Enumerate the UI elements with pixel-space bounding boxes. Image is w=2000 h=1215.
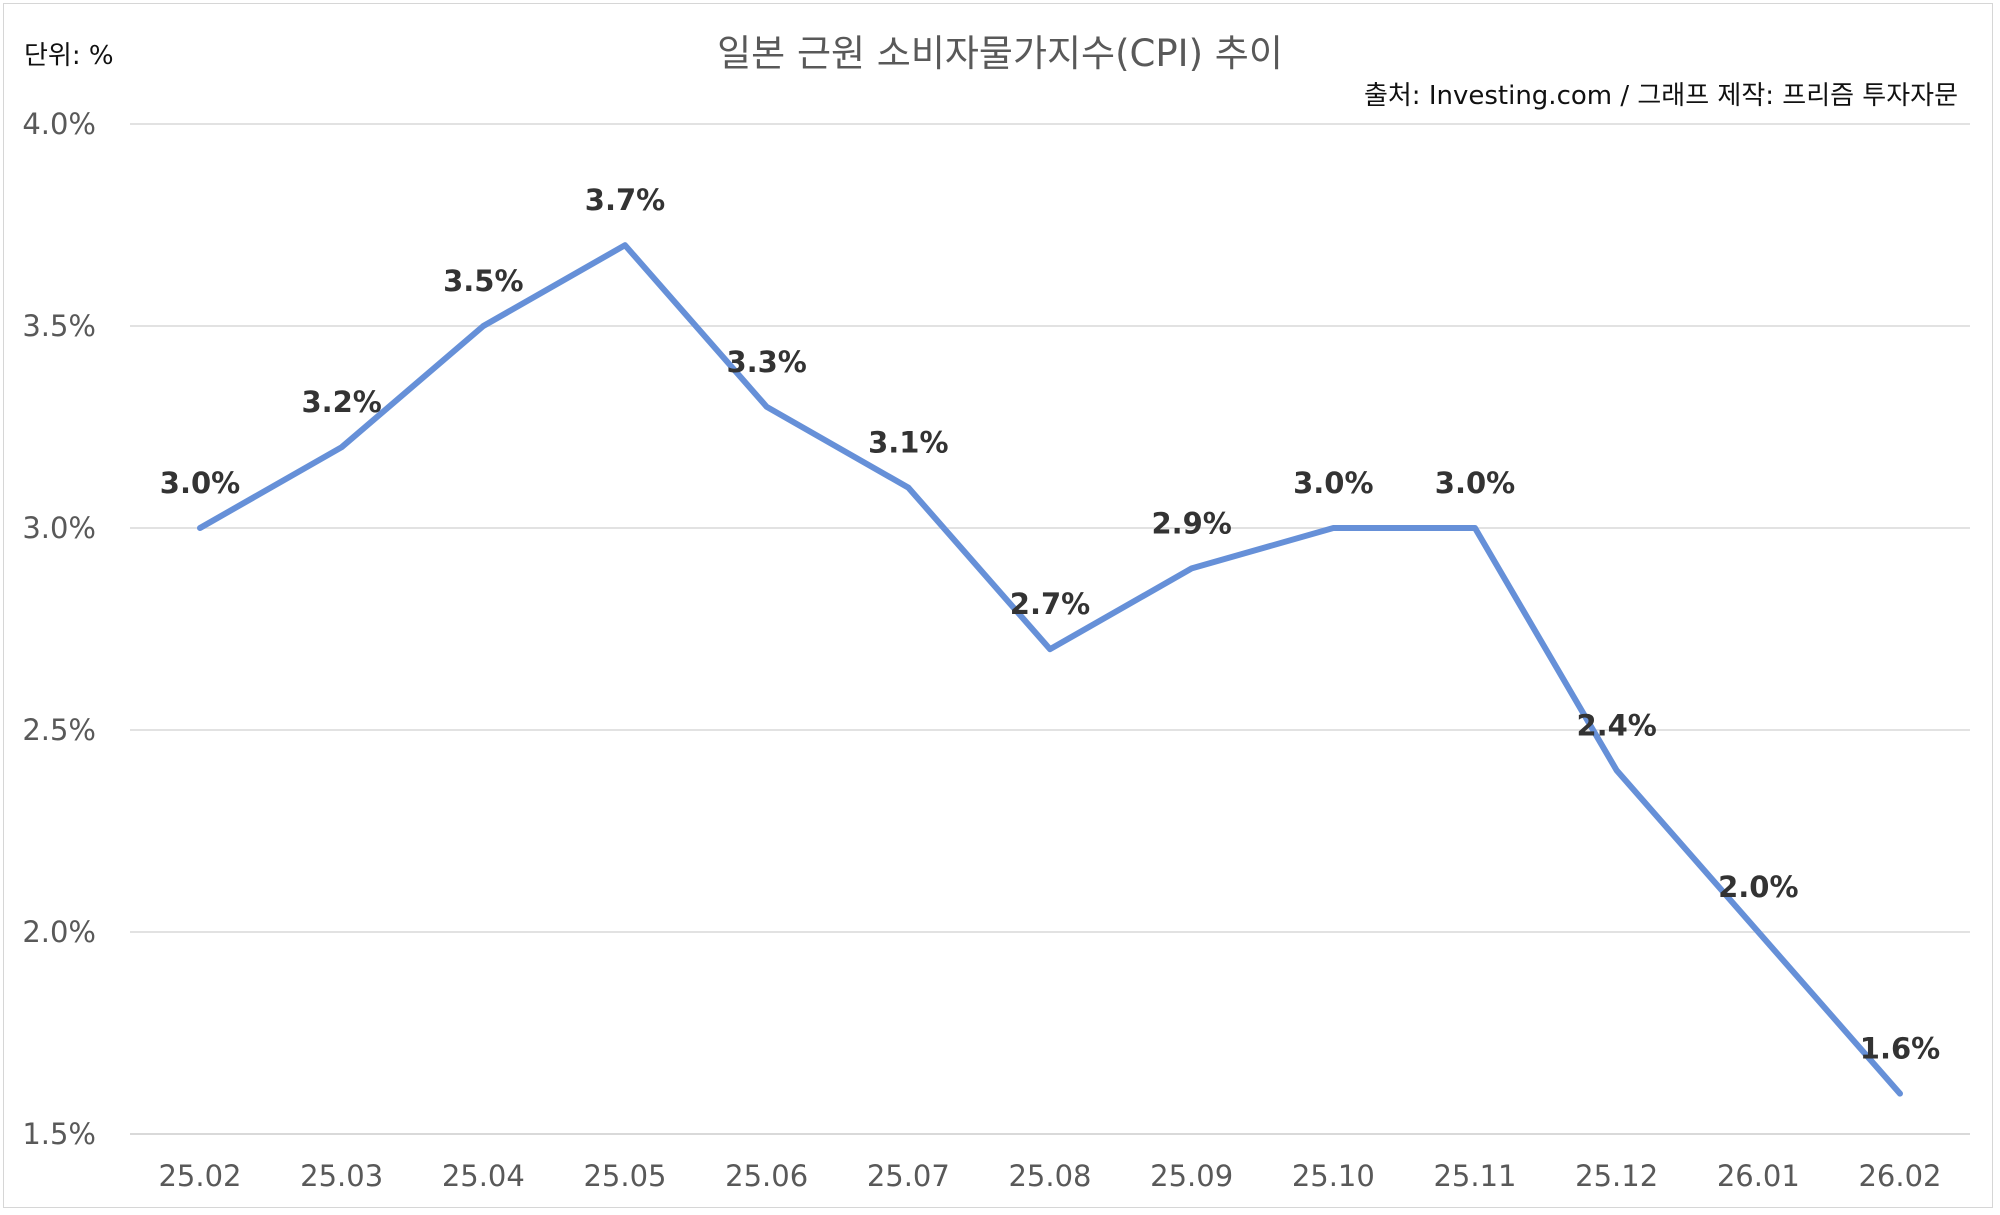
data-point [1614, 767, 1620, 773]
x-tick-label: 26.02 [1858, 1159, 1941, 1193]
x-tick-label: 25.10 [1292, 1159, 1375, 1193]
x-tick-label: 25.06 [725, 1159, 808, 1193]
data-point [1755, 929, 1761, 935]
data-point [339, 444, 345, 450]
data-point [1330, 525, 1336, 531]
data-point [764, 404, 770, 410]
data-label: 2.0% [1718, 870, 1798, 904]
x-tick-label: 25.08 [1008, 1159, 1091, 1193]
data-point [1047, 646, 1053, 652]
y-tick-label: 3.0% [22, 511, 96, 545]
x-tick-label: 25.07 [867, 1159, 950, 1193]
data-labels: 3.0% 3.2% 3.5% 3.7% 3.3% 3.1% 2.7% 2.9% 3.0% 3.0%… [160, 183, 1940, 1065]
data-label: 3.2% [301, 385, 381, 419]
x-tick-label: 25.02 [158, 1159, 241, 1193]
series-line [197, 242, 1903, 1097]
data-label: 3.3% [726, 345, 806, 379]
data-label: 3.7% [585, 183, 665, 217]
y-tick-label: 2.0% [22, 915, 96, 949]
data-point [480, 323, 486, 329]
unit-label: 단위: % [24, 41, 114, 71]
x-tick-label: 26.01 [1717, 1159, 1800, 1193]
series-layer [197, 242, 1903, 1097]
x-tick-label: 25.12 [1575, 1159, 1658, 1193]
data-point [1472, 525, 1478, 531]
data-label: 3.0% [1293, 466, 1373, 500]
y-tick-label: 2.5% [22, 713, 96, 747]
x-tick-label: 25.09 [1150, 1159, 1233, 1193]
y-axis-tick-labels: 1.5% 2.0% 2.5% 3.0% 3.5% 4.0% [22, 107, 96, 1151]
data-point [1189, 565, 1195, 571]
data-point [1897, 1091, 1903, 1097]
y-tick-label: 1.5% [22, 1117, 96, 1151]
data-label: 3.1% [868, 426, 948, 460]
gridlines [130, 123, 1970, 1135]
x-tick-label: 25.03 [300, 1159, 383, 1193]
data-label: 2.7% [1010, 587, 1090, 621]
data-label: 3.0% [1435, 466, 1515, 500]
x-tick-label: 25.04 [442, 1159, 525, 1193]
chart-frame [3, 3, 1993, 1208]
data-label: 1.6% [1860, 1032, 1940, 1066]
chart-title: 일본 근원 소비자물가지수(CPI) 추이 [717, 32, 1283, 75]
y-tick-label: 4.0% [22, 107, 96, 141]
x-axis-tick-labels: 25.02 25.03 25.04 25.05 25.06 25.07 25.08 25.09… [158, 1159, 1941, 1193]
x-tick-label: 25.11 [1433, 1159, 1516, 1193]
data-label: 3.0% [160, 466, 240, 500]
data-point [622, 242, 628, 248]
data-label: 2.9% [1151, 506, 1231, 540]
data-label: 3.5% [443, 264, 523, 298]
data-point [197, 525, 203, 531]
data-point [905, 485, 911, 491]
y-tick-label: 3.5% [22, 309, 96, 343]
x-tick-label: 25.05 [583, 1159, 666, 1193]
data-label: 2.4% [1576, 708, 1656, 742]
source-label: 출처: Investing.com / 그래프 제작: 프리즘 투자자문 [1364, 81, 1958, 111]
